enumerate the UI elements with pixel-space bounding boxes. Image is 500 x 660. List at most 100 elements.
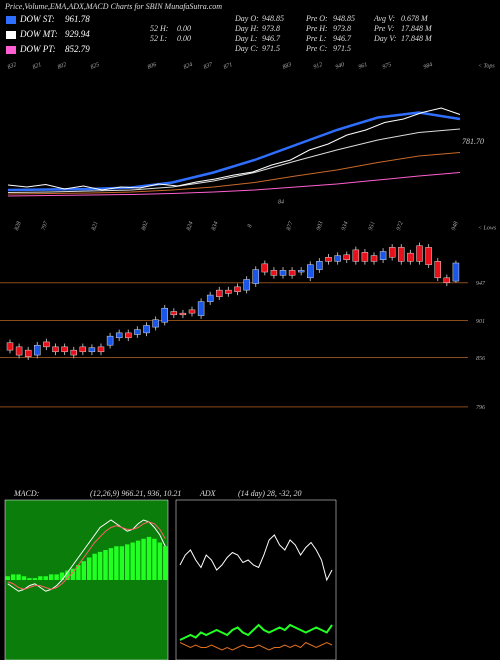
legend-value: 929.94 [65, 29, 90, 39]
candle-body [307, 264, 314, 279]
top-label: 824 [183, 61, 194, 71]
candle-body [243, 279, 250, 291]
low-label: 948 [450, 221, 460, 232]
histogram-bar [81, 561, 86, 580]
histogram-bar [32, 578, 38, 580]
candle-body [206, 294, 214, 302]
series-line [7, 111, 461, 192]
histogram-bar [10, 574, 16, 580]
candle-body [152, 319, 159, 328]
histogram-bar [43, 576, 48, 580]
info-value: 948.85 [262, 14, 284, 23]
candle-body [125, 332, 132, 339]
candle-body [170, 311, 178, 316]
histogram-bar [135, 540, 141, 580]
candle-body [379, 251, 387, 260]
top-label: 940 [335, 61, 346, 71]
candle-body [334, 255, 341, 262]
candle-body [416, 245, 423, 262]
histogram-bar [27, 578, 32, 580]
annotation: 84 [278, 198, 284, 205]
histogram-bar [16, 574, 21, 580]
top-label: 802 [57, 62, 68, 71]
candle-body [398, 247, 405, 262]
top-label: 806 [147, 62, 158, 71]
info-label: Day V: [373, 34, 397, 43]
histogram-bar [21, 576, 27, 580]
candle-body [161, 307, 168, 323]
info-value: 973.8 [333, 24, 351, 33]
panel-bg [4, 499, 169, 660]
histogram-bar [92, 553, 97, 580]
info-label: Pre H: [305, 24, 328, 33]
series-line [7, 107, 461, 191]
series-line [179, 534, 333, 582]
panel-label: MACD: [13, 489, 40, 498]
info-value: 0.00 [177, 34, 191, 43]
lows-label: < Lows [478, 225, 497, 231]
low-label: 8 [247, 224, 254, 229]
info-label: Pre C: [305, 44, 328, 53]
series-line [7, 521, 166, 590]
histogram-bar [38, 576, 43, 580]
candle-body [70, 349, 77, 356]
info-value: 946.7 [333, 34, 352, 43]
candle-body [234, 286, 241, 293]
series-line [179, 641, 333, 651]
legend-name: DOW MT: [19, 29, 58, 39]
panel-params: (12,26,9) 966.21, 936, 10.21 [90, 489, 181, 498]
histogram-bar [146, 536, 152, 580]
histogram-bar [97, 551, 103, 580]
info-label: Avg V: [373, 14, 395, 23]
histogram-bar [108, 548, 114, 580]
low-label: 934 [340, 221, 350, 232]
page-title: Price,Volume,EMA,ADX,MACD Charts for SBI… [4, 2, 222, 11]
candle-body [143, 325, 150, 334]
candle-body [52, 346, 59, 353]
tops-label: < Tops [478, 63, 495, 69]
candle-body [79, 346, 87, 353]
series-line [7, 128, 461, 193]
info-label: 52 H: [150, 24, 169, 33]
histogram-bar [103, 550, 108, 580]
top-label: 984 [423, 61, 434, 71]
info-value: 948.85 [333, 14, 355, 23]
candle-body [197, 301, 205, 316]
top-label: 961 [358, 62, 369, 71]
panel-params: (14 day) 28, -32, 20 [238, 489, 302, 498]
legend-value: 961.78 [65, 14, 90, 24]
info-label: Pre V: [373, 24, 395, 33]
histogram-bar [87, 557, 92, 580]
histogram-bar [157, 542, 163, 580]
info-label: Day C: [234, 44, 259, 53]
histogram-bar [5, 576, 10, 580]
candle-body [361, 252, 369, 262]
low-label: 821 [91, 221, 100, 232]
legend-name: DOW PT: [19, 44, 56, 54]
top-label: 871 [223, 62, 234, 71]
histogram-bar [48, 574, 54, 580]
candle-body [252, 269, 259, 284]
histogram-bar [59, 572, 65, 580]
info-label: Pre O: [305, 14, 328, 23]
info-value: 17.848 M [401, 34, 433, 43]
panel-label: ADX [199, 489, 217, 498]
y-tick-label: 856 [476, 356, 485, 362]
candle-body [325, 257, 332, 262]
histogram-bar [76, 565, 81, 580]
series-line [179, 623, 333, 641]
candle-body [225, 289, 232, 294]
histogram-bar [70, 568, 76, 580]
candle-body [43, 341, 50, 348]
series-line [7, 519, 166, 592]
candle-body [15, 346, 23, 356]
candle-body [343, 254, 350, 260]
info-value: 973.8 [262, 24, 280, 33]
candle-body [216, 289, 223, 297]
info-label: 52 L: [150, 34, 167, 43]
y-tick-label: 947 [476, 280, 486, 287]
candle-body [443, 277, 451, 283]
low-label: 903 [316, 221, 325, 232]
candle-body [134, 329, 141, 335]
